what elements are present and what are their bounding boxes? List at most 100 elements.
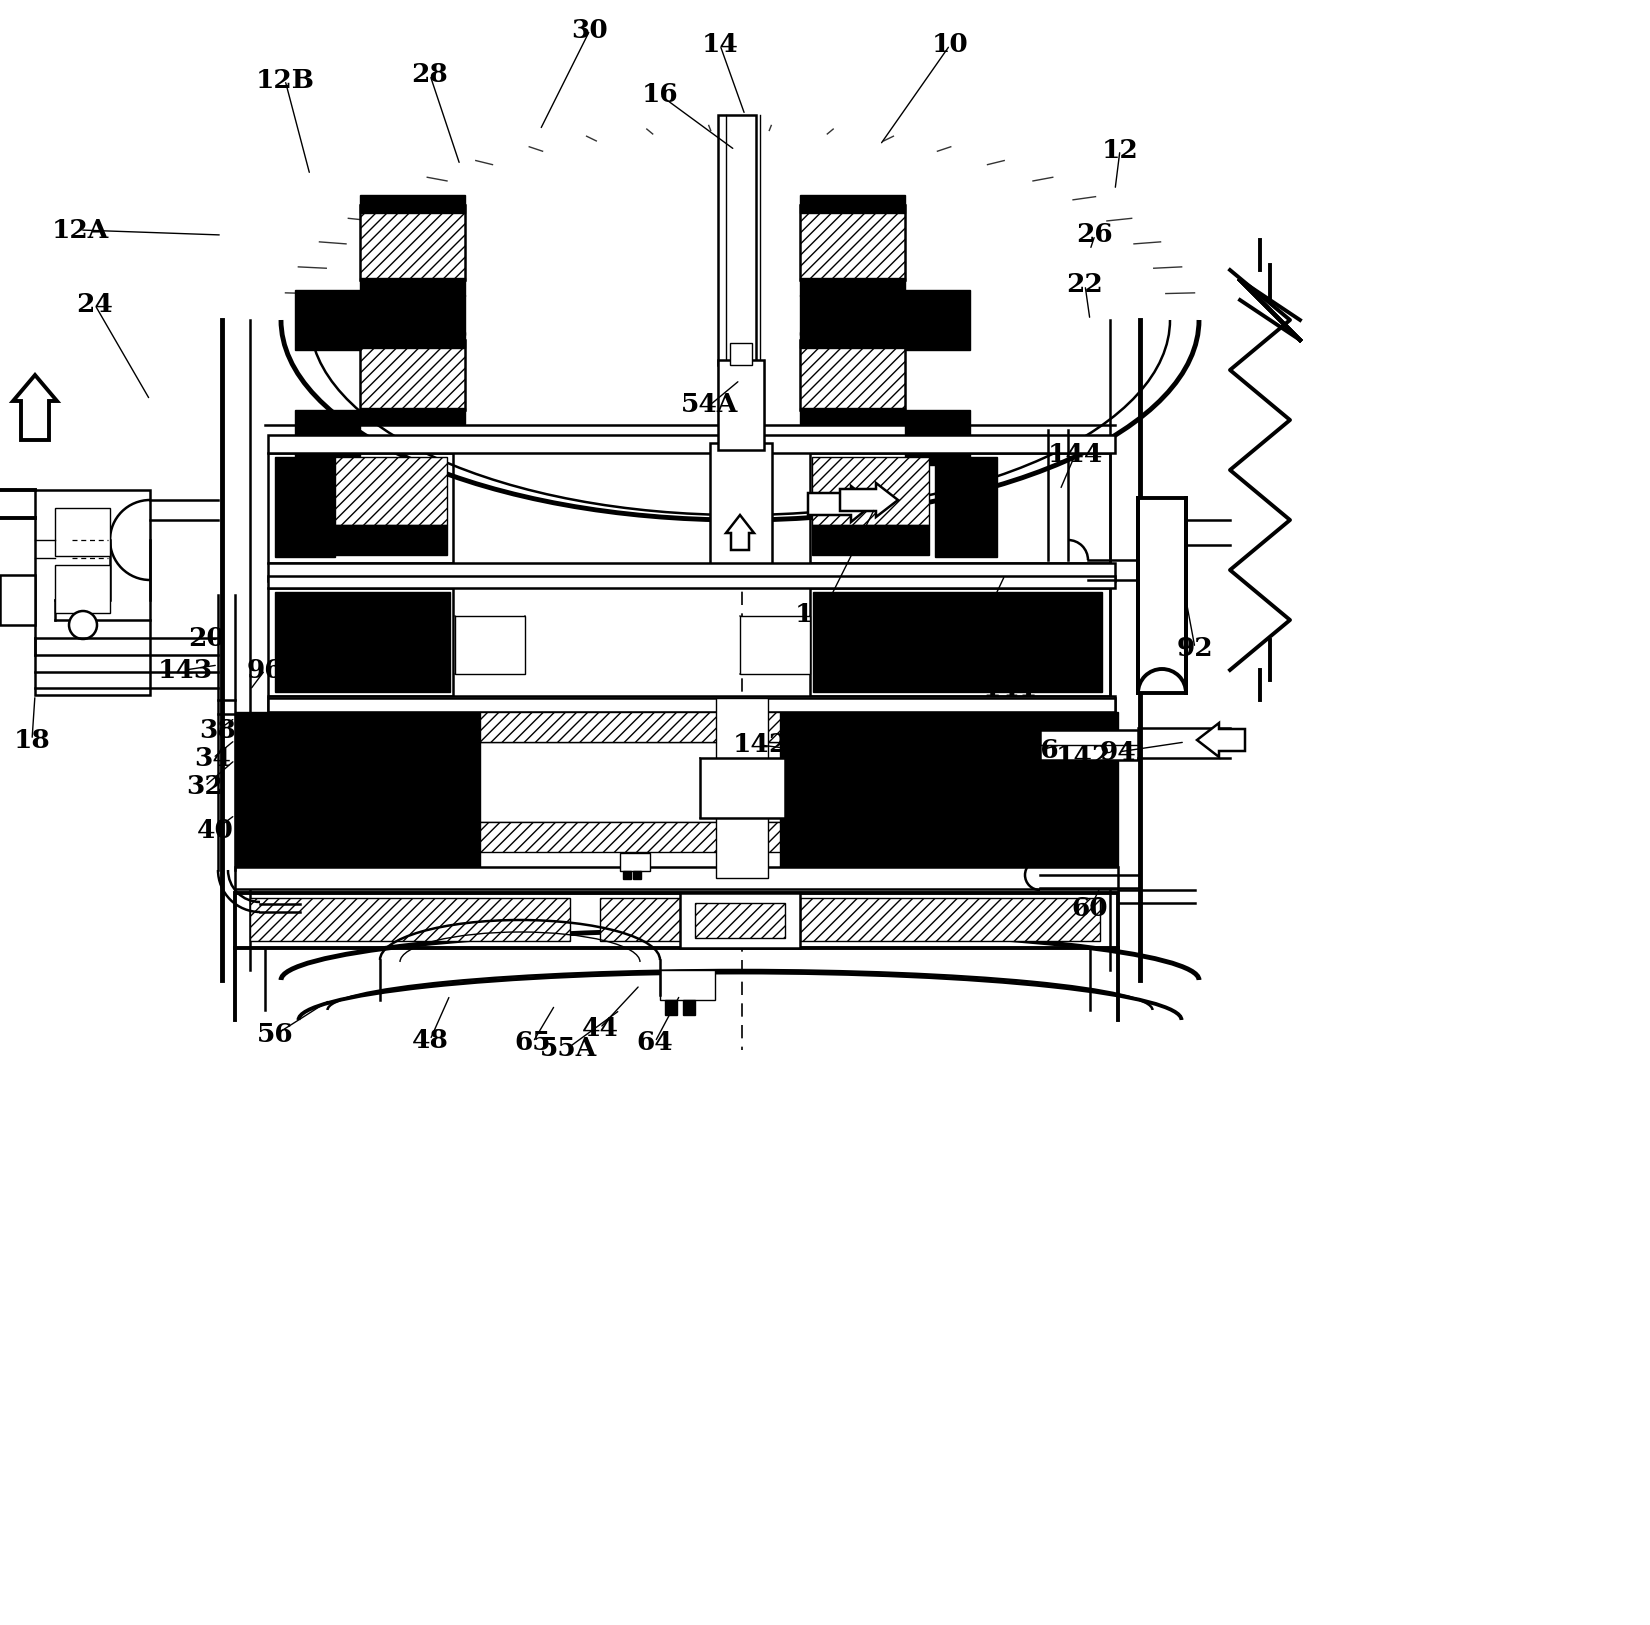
Text: 36: 36 xyxy=(1021,738,1058,762)
Bar xyxy=(360,205,465,280)
Bar xyxy=(800,278,904,296)
Bar xyxy=(0,575,35,626)
Bar xyxy=(812,457,929,525)
Text: 12: 12 xyxy=(1102,138,1138,162)
Bar xyxy=(710,444,772,574)
Bar xyxy=(780,712,1119,868)
Bar xyxy=(812,525,929,556)
Bar xyxy=(1040,730,1138,760)
Text: 10: 10 xyxy=(932,32,969,57)
Text: 44: 44 xyxy=(581,1016,619,1040)
Text: 142: 142 xyxy=(733,733,787,757)
Text: 46: 46 xyxy=(962,616,998,640)
Text: 56: 56 xyxy=(257,1022,294,1048)
Bar xyxy=(234,868,1119,889)
Text: 58: 58 xyxy=(967,650,1003,674)
Bar xyxy=(267,453,454,562)
Bar xyxy=(360,408,465,424)
Bar xyxy=(810,453,1110,562)
Bar xyxy=(54,566,111,613)
Bar xyxy=(716,699,767,878)
Bar xyxy=(800,340,904,410)
Bar xyxy=(683,999,695,1016)
Bar xyxy=(810,588,1110,696)
Bar xyxy=(360,195,465,213)
Bar xyxy=(480,822,780,852)
Text: 54: 54 xyxy=(320,613,356,637)
Text: 55A: 55A xyxy=(540,1035,597,1061)
Text: 20: 20 xyxy=(188,626,226,650)
Bar xyxy=(335,525,447,556)
Bar xyxy=(360,296,465,335)
Text: 64: 64 xyxy=(637,1030,673,1055)
Text: 32: 32 xyxy=(186,774,223,798)
Text: 143: 143 xyxy=(157,658,213,682)
Bar xyxy=(634,871,640,879)
Text: 12B: 12B xyxy=(256,68,315,93)
Text: 54A: 54A xyxy=(681,393,739,418)
Bar xyxy=(54,509,111,556)
Bar xyxy=(936,457,997,557)
Bar xyxy=(800,195,904,213)
Text: 22: 22 xyxy=(1066,273,1104,297)
Text: 48: 48 xyxy=(411,1027,449,1053)
Text: 40: 40 xyxy=(196,817,233,842)
Bar xyxy=(276,457,335,557)
Bar xyxy=(335,457,447,525)
Bar xyxy=(276,592,450,692)
Circle shape xyxy=(69,611,97,639)
Text: 60: 60 xyxy=(1072,895,1109,920)
Bar xyxy=(800,332,904,348)
Text: 16: 16 xyxy=(642,83,678,107)
Bar xyxy=(480,712,780,743)
Bar xyxy=(360,278,465,296)
Bar xyxy=(739,616,810,674)
Text: 92: 92 xyxy=(1176,635,1213,660)
Bar xyxy=(904,410,970,465)
Bar xyxy=(1138,497,1186,692)
Bar xyxy=(800,205,904,280)
Bar xyxy=(35,491,150,696)
Bar xyxy=(718,115,756,366)
Bar xyxy=(455,616,525,674)
Bar xyxy=(480,743,780,822)
Text: 142: 142 xyxy=(1056,744,1110,769)
Text: 28: 28 xyxy=(411,62,449,88)
Text: 24: 24 xyxy=(76,292,114,317)
Text: 141: 141 xyxy=(982,676,1038,700)
Text: 26: 26 xyxy=(1077,223,1114,247)
Text: 18: 18 xyxy=(13,728,51,752)
Bar xyxy=(718,361,764,450)
Text: 62: 62 xyxy=(822,632,858,658)
Bar xyxy=(660,970,714,999)
Bar xyxy=(251,899,569,941)
Bar xyxy=(267,575,1115,588)
Bar xyxy=(904,289,970,349)
Bar xyxy=(267,588,454,696)
FancyArrow shape xyxy=(840,483,898,517)
Text: 30: 30 xyxy=(571,18,609,42)
Bar xyxy=(665,999,676,1016)
Bar xyxy=(700,757,785,817)
Bar xyxy=(680,894,800,947)
Bar xyxy=(729,343,752,366)
Bar xyxy=(813,592,1102,692)
Bar xyxy=(267,699,1115,712)
Text: 144: 144 xyxy=(1048,442,1102,468)
Text: 94: 94 xyxy=(1099,739,1137,764)
Text: 121: 121 xyxy=(794,601,850,627)
Text: 34: 34 xyxy=(195,746,231,770)
Text: 65: 65 xyxy=(515,1030,551,1055)
Bar xyxy=(800,899,1101,941)
Bar xyxy=(295,289,360,349)
FancyArrow shape xyxy=(1196,723,1246,757)
Bar xyxy=(360,340,465,410)
Text: 38: 38 xyxy=(200,718,236,743)
FancyArrow shape xyxy=(13,375,58,440)
Bar xyxy=(267,696,1115,712)
Bar xyxy=(295,410,360,465)
Bar xyxy=(234,894,1119,947)
FancyArrow shape xyxy=(808,486,873,522)
Bar xyxy=(234,712,480,868)
Text: 14: 14 xyxy=(701,32,739,57)
